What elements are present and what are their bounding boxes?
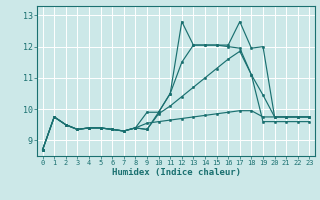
- X-axis label: Humidex (Indice chaleur): Humidex (Indice chaleur): [111, 168, 241, 177]
